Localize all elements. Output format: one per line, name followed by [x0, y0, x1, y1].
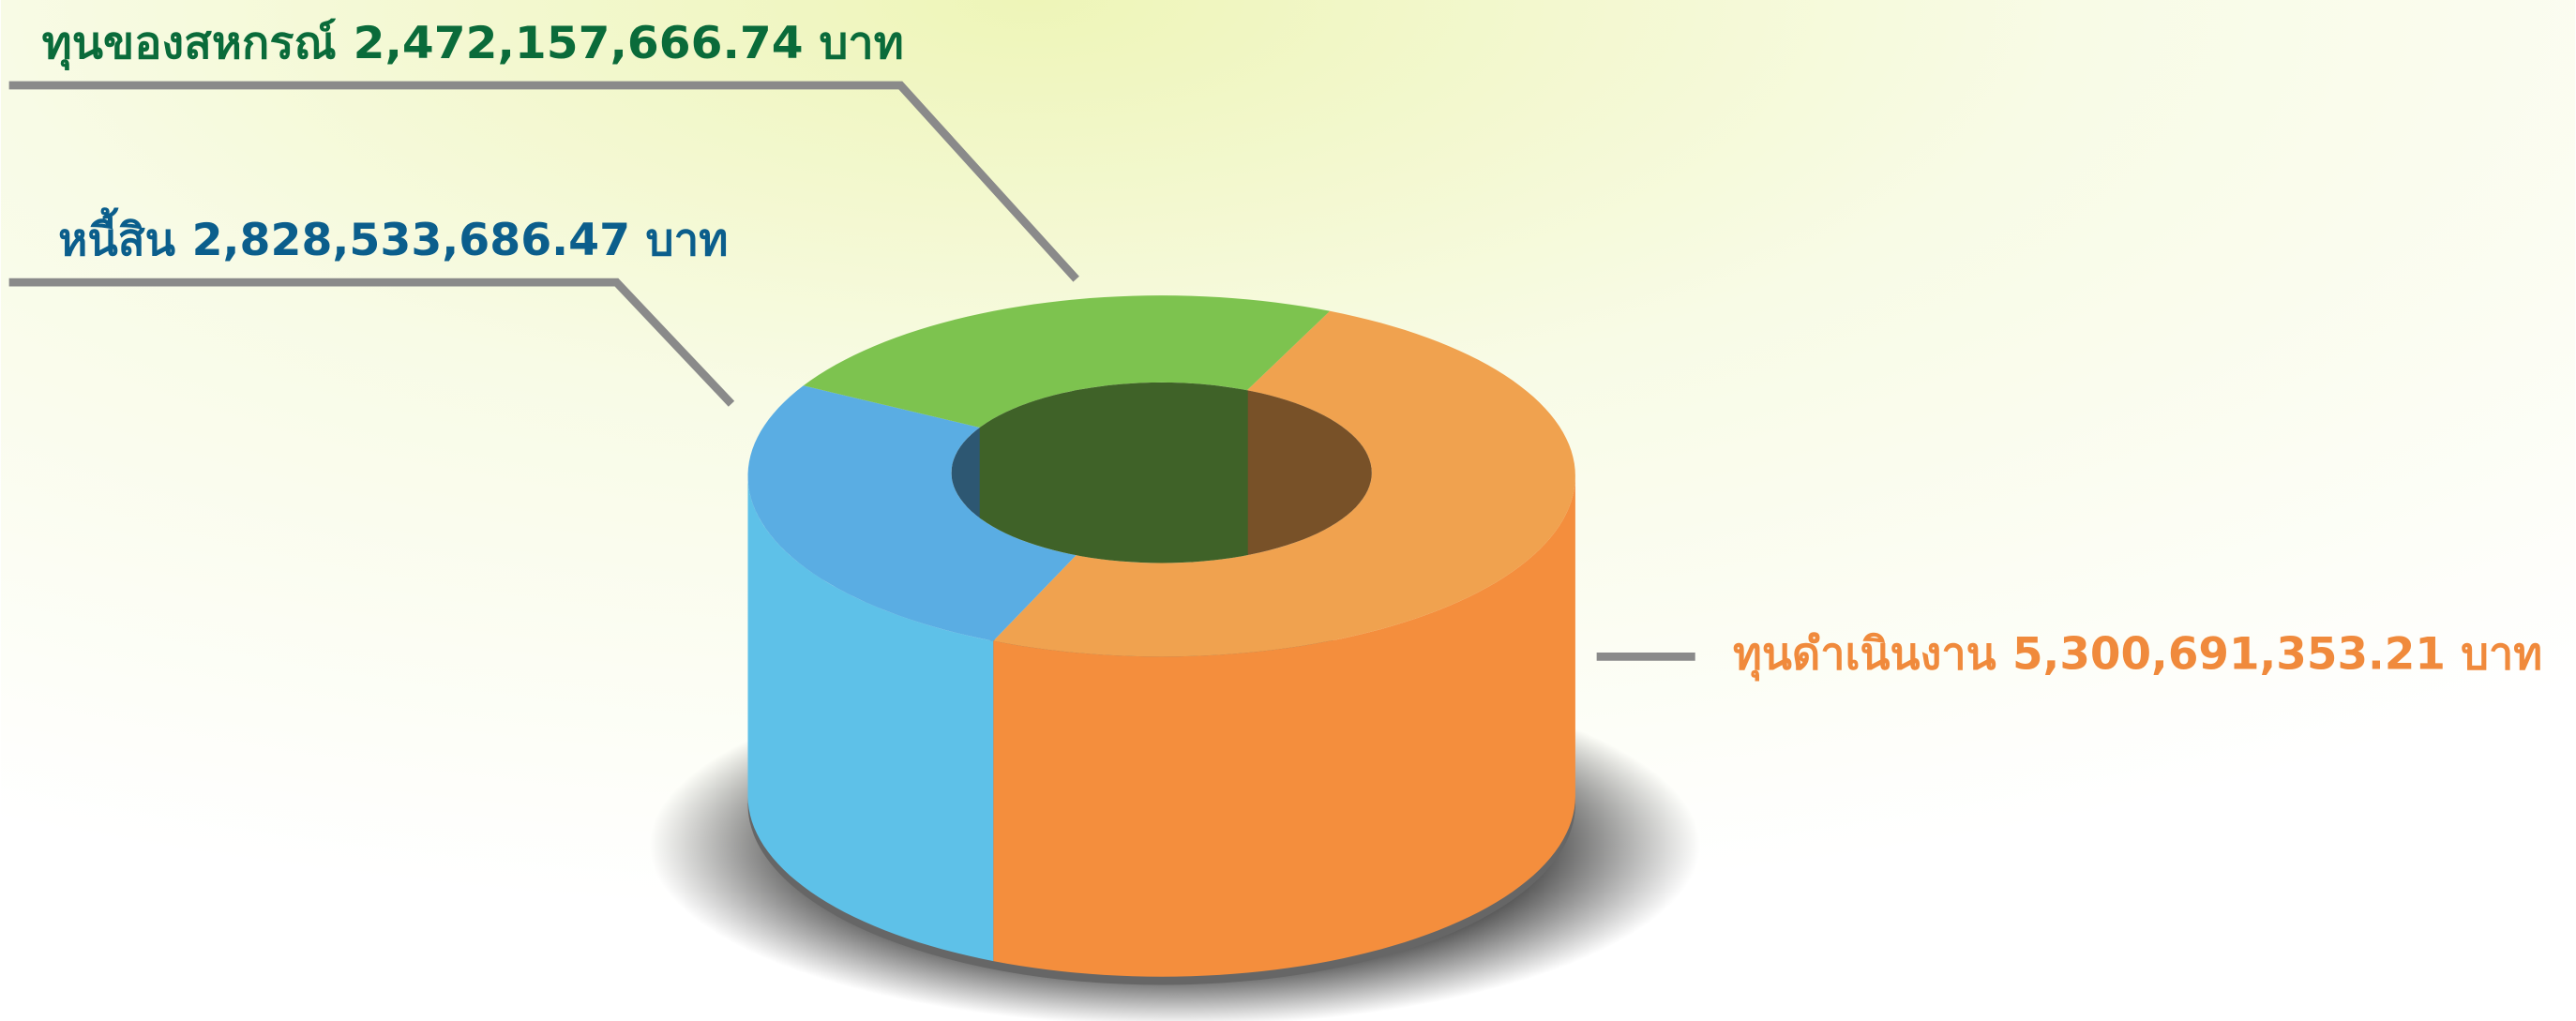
- label: ทุนของสหกรณ์ 2,472,157,666.74 บาท: [42, 18, 904, 70]
- side-wall: [993, 475, 1575, 977]
- value-label: 2,828,533,686.47 บาท: [192, 215, 729, 266]
- value-label: 2,472,157,666.74 บาท: [354, 18, 904, 69]
- value-label: 5,300,691,353.21 บาท: [2012, 628, 2542, 680]
- category-label: หนี้สิน: [58, 207, 175, 266]
- hole: [951, 382, 1372, 563]
- ring-segment: [803, 295, 1331, 428]
- label: ทุนดำเนินงาน 5,300,691,353.21 บาท: [1733, 628, 2542, 681]
- ring-segment: [747, 385, 1077, 641]
- donut: [747, 295, 1575, 977]
- side-wall: [747, 475, 994, 962]
- inner-wall: [979, 382, 1248, 563]
- leader-line: [8, 278, 735, 407]
- category-label: ทุนของสหกรณ์: [42, 18, 337, 70]
- leader-lines: [8, 81, 1695, 661]
- label: หนี้สิน 2,828,533,686.47 บาท: [58, 207, 728, 266]
- category-label: ทุนดำเนินงาน: [1733, 628, 1996, 681]
- leader-line: [8, 81, 1079, 282]
- ring-segment: [993, 310, 1575, 657]
